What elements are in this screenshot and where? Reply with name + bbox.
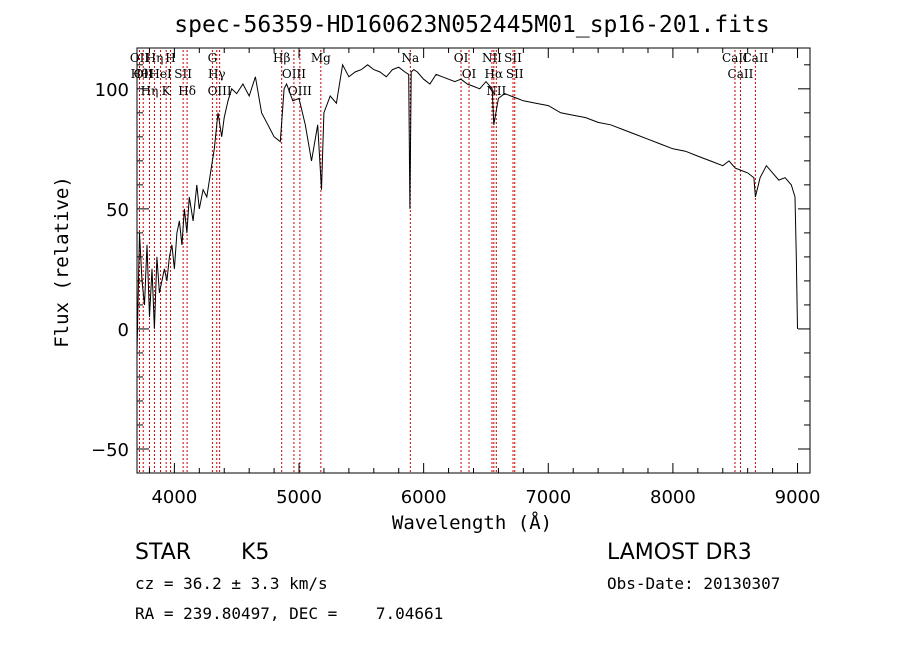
line-marker-label: SII: [506, 67, 524, 81]
y-tick-label: 50: [106, 200, 129, 221]
line-marker-label: Hγ: [208, 67, 226, 81]
redshift-readout: cz = 36.2 ± 3.3 km/s: [135, 574, 328, 593]
line-marker-label: OI: [462, 67, 477, 81]
line-marker-label: G: [208, 51, 218, 65]
line-marker-label: SII: [174, 67, 192, 81]
y-axis-ticks: −50 0 50 100: [91, 64, 810, 474]
line-marker-label: CaII: [742, 51, 768, 65]
x-tick-label: 8000: [650, 487, 696, 508]
line-marker-label: OIII: [208, 84, 232, 98]
flux-series-line: [136, 63, 798, 353]
line-marker-label: CaII: [728, 67, 754, 81]
line-marker-labels: OIIHθOIIHηHηHeIKHSIIHδGHγOIIIHβOIIIOIIIM…: [130, 51, 769, 98]
line-marker-label: OIII: [282, 67, 306, 81]
plot-frame: [136, 47, 811, 474]
line-marker-label: Hα: [485, 67, 504, 81]
line-marker-label: OII: [134, 67, 154, 81]
survey-name: LAMOST DR3: [607, 540, 752, 565]
line-marker-label: OI: [454, 51, 469, 65]
x-axis-label: Wavelength (Å): [392, 511, 552, 534]
x-tick-label: 9000: [775, 487, 821, 508]
x-tick-label: 6000: [401, 487, 447, 508]
line-marker-label: Hδ: [178, 84, 196, 98]
line-marker-label: HeI: [149, 67, 172, 81]
line-markers: [138, 50, 756, 473]
line-marker-label: H: [165, 51, 175, 65]
line-marker-label: CaII: [722, 51, 748, 65]
line-marker-label: Mg: [311, 51, 331, 65]
x-axis-ticks: 4000 5000 6000 7000 8000 9000: [148, 48, 821, 508]
line-marker-label: OIII: [288, 84, 312, 98]
y-tick-label: 100: [95, 80, 129, 101]
line-marker-label: K: [162, 84, 172, 98]
observation-date: Obs-Date: 20130307: [607, 574, 781, 593]
x-tick-label: 4000: [151, 487, 197, 508]
line-marker-label: Hη: [146, 51, 164, 65]
line-marker-label: Hβ: [273, 51, 290, 65]
y-tick-label: −50: [91, 440, 129, 461]
line-marker-label: SII: [504, 51, 522, 65]
line-marker-label: Na: [401, 51, 419, 65]
coordinates-readout: RA = 239.80497, DEC = 7.04661: [135, 604, 444, 623]
chart-title: spec-56359-HD160623N052445M01_sp16-201.f…: [174, 12, 769, 38]
line-marker-label: Hθ: [131, 67, 149, 81]
y-axis-label: Flux (relative): [51, 176, 73, 348]
line-marker-label: NII: [482, 51, 502, 65]
y-tick-label: 0: [118, 320, 129, 341]
object-class: STAR: [135, 540, 192, 565]
line-marker-label: OII: [130, 51, 150, 65]
x-tick-label: 7000: [525, 487, 571, 508]
line-marker-label: Hη: [141, 84, 159, 98]
object-subclass: K5: [241, 540, 270, 565]
x-tick-label: 5000: [276, 487, 322, 508]
